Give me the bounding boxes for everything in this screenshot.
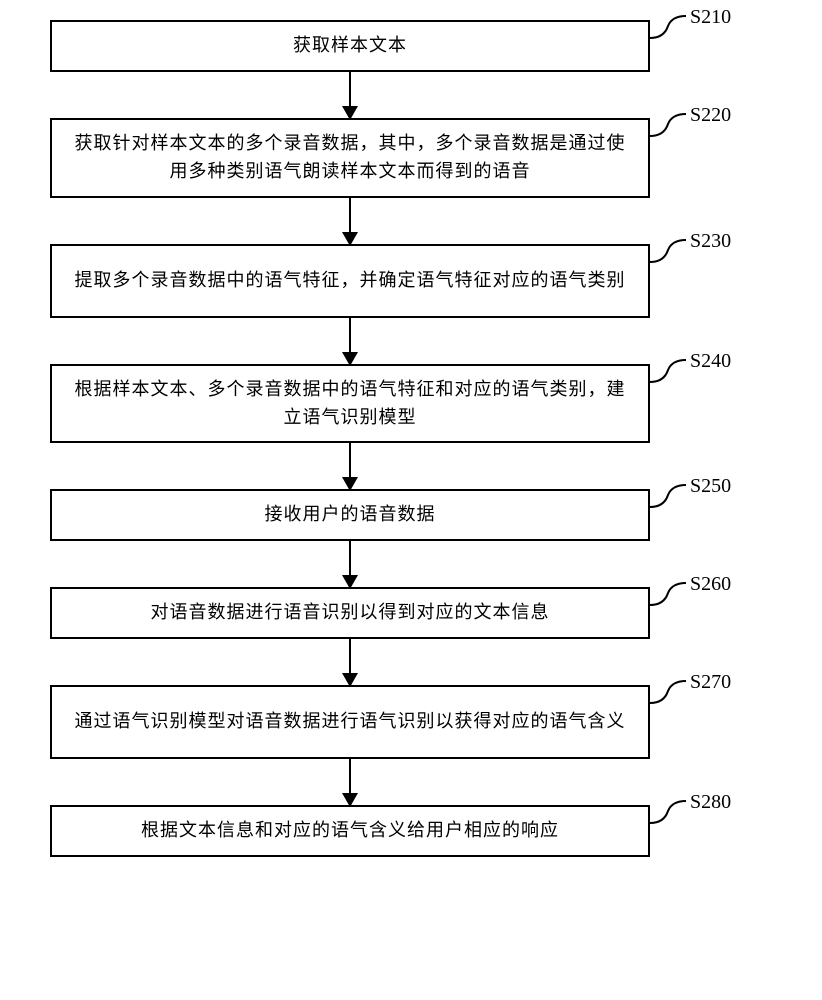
flowchart-container: 获取样本文本S210 获取针对样本文本的多个录音数据，其中，多个录音数据是通过使用…	[50, 20, 730, 857]
step-label: S210	[690, 6, 731, 29]
step-row: 获取样本文本S210	[50, 20, 730, 72]
step-box: 通过语气识别模型对语音数据进行语气识别以获得对应的语气含义	[50, 685, 650, 759]
step-row: 提取多个录音数据中的语气特征，并确定语气特征对应的语气类别S230	[50, 244, 730, 318]
connector-curve	[648, 483, 688, 513]
arrow-connector	[50, 443, 650, 489]
arrow-connector	[50, 541, 650, 587]
connector-curve	[648, 581, 688, 611]
arrow-connector	[50, 72, 650, 118]
step-label: S230	[690, 230, 731, 253]
step-box: 对语音数据进行语音识别以得到对应的文本信息	[50, 587, 650, 639]
step-box: 接收用户的语音数据	[50, 489, 650, 541]
step-row: 对语音数据进行语音识别以得到对应的文本信息S260	[50, 587, 730, 639]
arrow-down-icon	[349, 318, 351, 364]
connector-curve	[648, 14, 688, 44]
arrow-down-icon	[349, 198, 351, 244]
step-label: S250	[690, 475, 731, 498]
arrow-down-icon	[349, 541, 351, 587]
step-box: 提取多个录音数据中的语气特征，并确定语气特征对应的语气类别	[50, 244, 650, 318]
step-box: 获取样本文本	[50, 20, 650, 72]
step-box: 根据样本文本、多个录音数据中的语气特征和对应的语气类别，建立语气识别模型	[50, 364, 650, 444]
step-label: S240	[690, 350, 731, 373]
connector-curve	[648, 679, 688, 709]
step-box: 根据文本信息和对应的语气含义给用户相应的响应	[50, 805, 650, 857]
connector-curve	[648, 358, 688, 388]
step-row: 根据文本信息和对应的语气含义给用户相应的响应S280	[50, 805, 730, 857]
arrow-connector	[50, 639, 650, 685]
step-row: 根据样本文本、多个录音数据中的语气特征和对应的语气类别，建立语气识别模型S240	[50, 364, 730, 444]
step-row: 通过语气识别模型对语音数据进行语气识别以获得对应的语气含义S270	[50, 685, 730, 759]
step-label: S220	[690, 104, 731, 127]
step-box: 获取针对样本文本的多个录音数据，其中，多个录音数据是通过使用多种类别语气朗读样本…	[50, 118, 650, 198]
arrow-connector	[50, 318, 650, 364]
arrow-connector	[50, 759, 650, 805]
arrow-down-icon	[349, 759, 351, 805]
step-label: S270	[690, 671, 731, 694]
connector-curve	[648, 799, 688, 829]
step-label: S260	[690, 573, 731, 596]
connector-curve	[648, 112, 688, 142]
step-row: 接收用户的语音数据S250	[50, 489, 730, 541]
connector-curve	[648, 238, 688, 268]
arrow-down-icon	[349, 639, 351, 685]
step-row: 获取针对样本文本的多个录音数据，其中，多个录音数据是通过使用多种类别语气朗读样本…	[50, 118, 730, 198]
step-label: S280	[690, 791, 731, 814]
arrow-down-icon	[349, 443, 351, 489]
arrow-connector	[50, 198, 650, 244]
arrow-down-icon	[349, 72, 351, 118]
